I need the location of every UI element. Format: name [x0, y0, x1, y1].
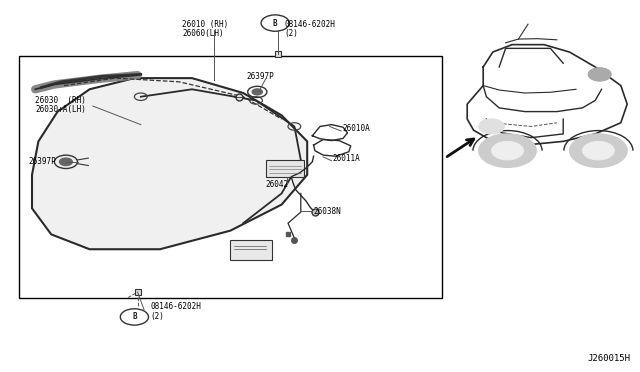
Text: B: B: [132, 312, 137, 321]
Text: 08146-6202H: 08146-6202H: [285, 20, 335, 29]
Circle shape: [570, 134, 627, 167]
Bar: [19, 56, 442, 298]
Text: 26397P: 26397P: [246, 72, 274, 81]
Text: 26060(LH): 26060(LH): [182, 29, 224, 38]
Text: (2): (2): [150, 312, 164, 321]
Polygon shape: [32, 78, 307, 249]
Circle shape: [492, 141, 524, 160]
Text: 08146-6202H: 08146-6202H: [150, 302, 201, 311]
Circle shape: [479, 134, 536, 167]
Text: B: B: [273, 19, 278, 28]
Text: (2): (2): [285, 29, 299, 38]
Text: 26010A: 26010A: [342, 124, 370, 133]
Text: 26011A: 26011A: [333, 154, 360, 163]
Circle shape: [588, 68, 611, 81]
Circle shape: [60, 158, 72, 166]
Circle shape: [252, 89, 262, 95]
Text: 26038N: 26038N: [314, 207, 341, 216]
Text: J260015H: J260015H: [588, 354, 630, 363]
Text: 26030  (RH): 26030 (RH): [35, 96, 86, 105]
Bar: [266, 160, 304, 177]
Circle shape: [582, 141, 614, 160]
Text: 26010 (RH): 26010 (RH): [182, 20, 228, 29]
Text: 26042: 26042: [266, 180, 289, 189]
Circle shape: [479, 119, 504, 134]
Text: 26030+A(LH): 26030+A(LH): [35, 105, 86, 114]
Text: 26397P: 26397P: [29, 157, 56, 166]
Bar: [230, 240, 272, 260]
